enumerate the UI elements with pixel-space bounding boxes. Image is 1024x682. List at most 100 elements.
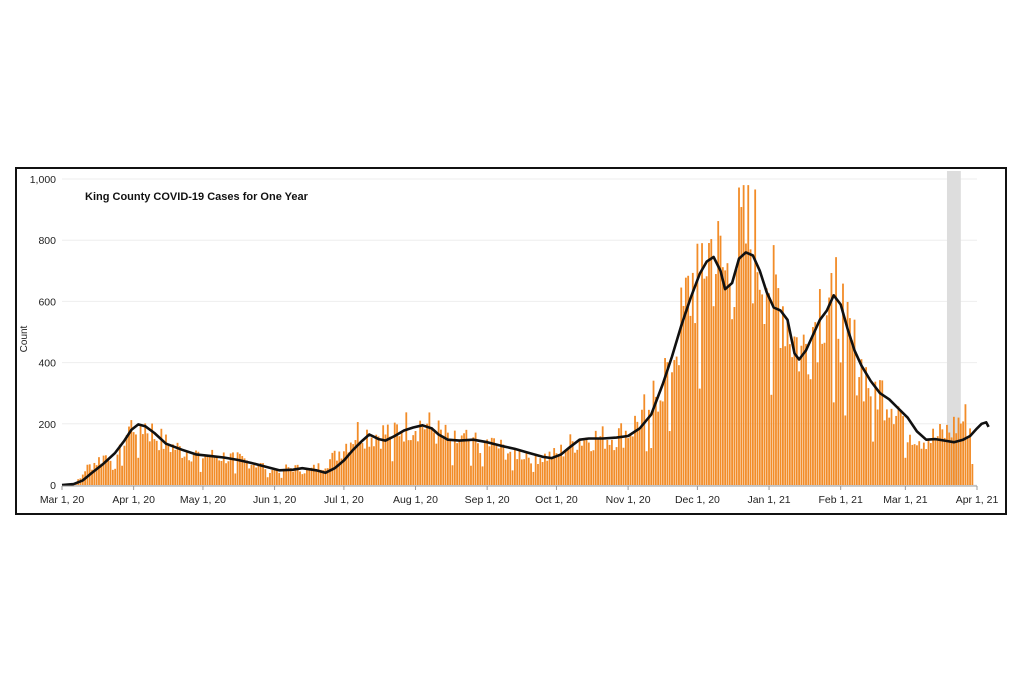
bar [86,464,89,485]
bar [948,432,951,485]
bar [608,444,611,485]
bar [839,362,842,485]
bar [805,343,807,485]
bar [252,465,255,485]
bar [162,448,165,485]
bar [627,438,629,485]
bar [964,404,967,485]
bar [959,423,962,485]
bar [465,429,468,485]
bar [453,430,456,485]
bar [557,455,560,485]
bar [153,439,156,485]
bar [105,455,107,485]
bar [324,468,327,485]
bar [682,305,685,485]
bar [479,453,482,485]
bar [509,451,512,485]
bar [197,451,200,485]
bar [691,272,694,485]
bar [560,444,562,485]
bar [844,415,847,485]
x-tick-label: Oct 1, 20 [535,494,578,506]
y-tick-label: 400 [38,358,56,370]
bar [936,436,939,485]
bar [929,443,932,485]
bar [943,437,946,485]
bar [400,432,403,485]
bar [116,454,119,485]
bar [426,423,428,485]
bar [513,448,516,485]
bar [962,421,965,485]
bar [95,465,98,485]
bar [728,285,731,485]
bar [777,288,780,485]
bar [414,431,417,485]
bar [613,450,616,485]
bar [516,459,519,485]
bar [319,469,322,485]
bar [285,464,288,485]
bar [176,442,179,485]
bar [874,381,877,485]
bar [587,442,590,485]
bar [592,450,595,485]
bar [347,452,350,485]
bar [629,434,632,485]
bar [391,461,394,485]
bar [585,437,588,485]
bar [807,374,810,485]
chart-title: King County COVID-19 Cases for One Year [85,191,309,203]
bar [606,439,609,485]
bar [199,471,202,485]
bar [379,448,382,485]
bar [772,245,775,485]
bar [779,347,782,485]
bar [971,464,974,485]
bar [742,185,745,485]
bar [899,410,902,485]
bar [232,452,234,485]
chart-frame: 0 200 400 600 800 1,000 Mar 1, 20 Apr 1, 20 May… [15,167,1007,515]
bar [160,428,163,485]
bar [435,443,438,485]
bar [763,324,766,485]
bar [463,433,465,485]
bar [472,437,475,485]
bar [477,443,479,485]
bar [502,444,505,485]
bar [934,438,937,485]
bar [128,426,130,485]
moving-average-line [61,251,990,487]
bar [765,288,768,485]
bar [340,458,343,485]
bar [257,465,260,485]
bar [705,276,708,485]
bar [708,243,710,485]
x-axis-ticks: Mar 1, 20 Apr 1, 20 May 1, 20 Jun 1, 20 Jul … [40,486,998,506]
x-tick-label: Mar 1, 20 [40,494,85,506]
bar [657,411,660,485]
bar [308,468,311,485]
bar [544,453,546,485]
bar [481,466,484,485]
bar [419,420,422,485]
x-tick-label: Sep 1, 20 [465,494,510,506]
bar [719,235,722,485]
bar [668,431,671,485]
bar [299,471,301,485]
bar [710,239,713,485]
bar [229,453,232,485]
bar [599,436,602,485]
bar [922,442,925,485]
bar [675,356,678,485]
bar [615,447,618,485]
bar [740,207,743,485]
bar [617,428,620,485]
bar [303,473,306,485]
bar [245,460,248,485]
bar [678,365,680,485]
bar [165,434,167,485]
x-tick-label: Jul 1, 20 [324,494,364,506]
